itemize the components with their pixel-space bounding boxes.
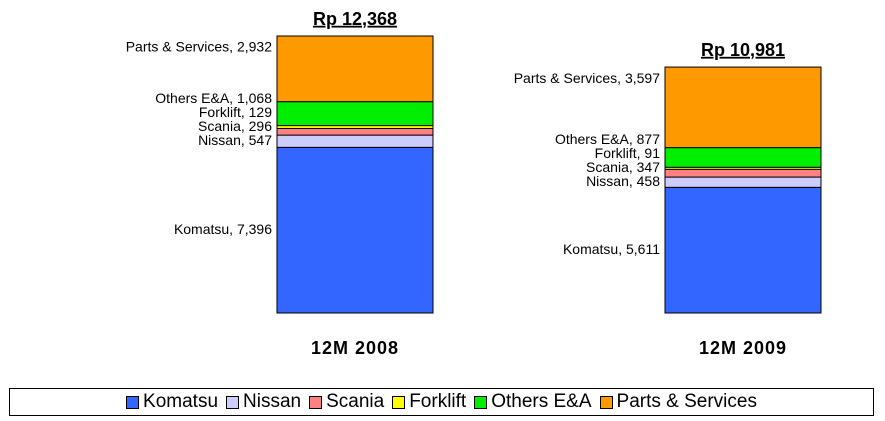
legend-item: Nissan [226,391,301,413]
legend-label: Forklift [409,391,467,412]
bar-segment [276,134,434,148]
bar-segment [276,35,434,103]
legend-item: Others E&A [474,391,592,413]
legend-item: Parts & Services [599,391,757,413]
legend-swatch [309,395,323,409]
category-label: 12M 2009 [699,338,787,358]
bar-segment [664,168,822,178]
data-label: Forklift, 129 [199,104,272,120]
legend-label: Others E&A [491,391,592,412]
category-label: 12M 2008 [311,338,399,358]
data-label: Parts & Services, 2,932 [126,39,273,55]
bar-segment [664,186,822,314]
data-label: Nissan, 547 [198,132,272,148]
bar-segment [276,101,434,127]
legend-swatch [599,395,613,409]
legend-swatch [392,395,406,409]
legend-label: Scania [326,391,385,412]
data-label: Nissan, 458 [586,173,660,189]
data-label: Others E&A, 1,068 [155,90,272,106]
data-label: Komatsu, 7,396 [174,221,272,237]
bar-segment [276,146,434,314]
total-label: Rp 10,981 [701,40,785,60]
legend: Komatsu Nissan Scania Forklift Others E&A Par… [9,388,874,416]
bar-segment [664,176,822,188]
bar-segment [664,66,822,149]
legend-swatch [126,395,140,409]
legend-item: Komatsu [126,391,218,413]
legend-swatch [226,395,240,409]
data-label: Parts & Services, 3,597 [514,70,661,86]
bar-segment [276,127,434,136]
legend-swatch [474,395,488,409]
data-label: Scania, 347 [586,159,660,175]
data-label: Forklift, 91 [595,145,661,161]
data-label: Komatsu, 5,611 [563,241,660,257]
legend-label: Parts & Services [616,391,757,412]
legend-item: Forklift [392,391,466,413]
legend-item: Scania [309,391,384,413]
total-label: Rp 12,368 [313,9,397,29]
data-label: Scania, 296 [198,118,272,134]
legend-label: Komatsu [143,391,219,412]
legend-label: Nissan [243,391,302,412]
data-label: Others E&A, 877 [555,131,660,147]
bar-segment [664,147,822,168]
